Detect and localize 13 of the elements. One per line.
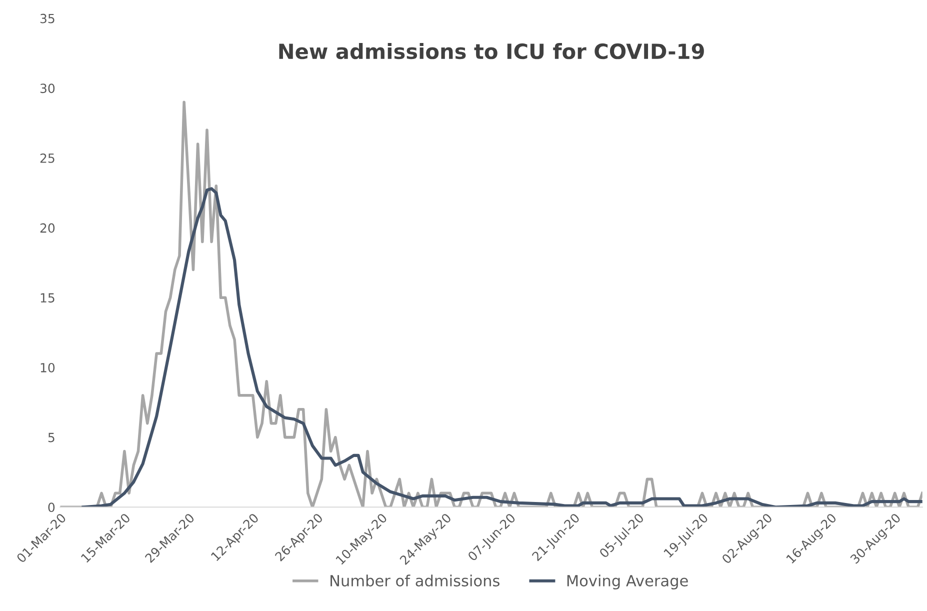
line-series: [82, 187, 922, 508]
legend-label: Number of admissions: [330, 574, 500, 586]
text: New admissions to ICU for COVID-19: [279, 43, 704, 60]
y-tick-label: 5: [48, 432, 54, 442]
y-tick-label: 15: [40, 293, 54, 303]
y-tick-label: 10: [40, 362, 55, 372]
legend-label: Moving Average: [567, 574, 688, 590]
line-series: [60, 100, 922, 508]
y-tick-label: 30: [40, 84, 55, 94]
y-tick-label: 35: [40, 14, 54, 24]
y-tick-label: 20: [40, 223, 55, 233]
y-tick-label: 0: [48, 502, 55, 512]
y-tick-label: 25: [40, 153, 54, 163]
